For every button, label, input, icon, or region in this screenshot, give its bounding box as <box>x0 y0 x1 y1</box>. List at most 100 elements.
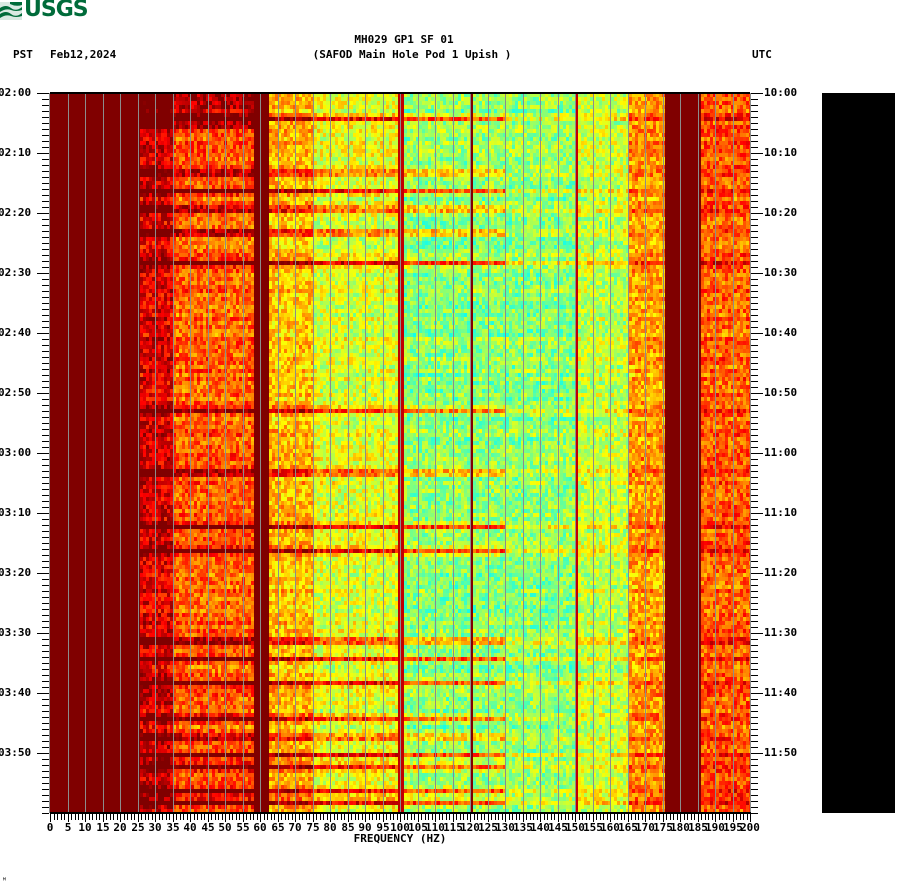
y-tick <box>751 255 758 256</box>
x-tick <box>722 814 723 820</box>
y-tick <box>751 705 758 706</box>
frequency-label: 20 <box>113 821 127 834</box>
x-tick <box>372 814 373 820</box>
y-tick <box>42 159 49 160</box>
x-tick <box>495 814 496 820</box>
x-tick <box>337 814 338 820</box>
x-tick <box>481 814 482 820</box>
y-tick <box>42 135 49 136</box>
x-tick <box>267 814 268 820</box>
x-tick <box>747 814 748 820</box>
x-tick <box>621 814 622 820</box>
time-label-utc: 11:20 <box>764 566 798 579</box>
y-tick <box>751 627 758 628</box>
y-tick <box>42 231 49 232</box>
frequency-label: 115 <box>443 821 463 834</box>
x-tick <box>733 814 734 822</box>
x-tick <box>92 814 93 820</box>
y-tick <box>751 303 758 304</box>
x-tick <box>246 814 247 820</box>
x-tick <box>64 814 65 820</box>
time-label-utc: 10:20 <box>764 206 798 219</box>
gridline <box>313 93 314 813</box>
x-tick <box>229 814 230 820</box>
x-tick <box>341 814 342 820</box>
y-tick <box>751 99 758 100</box>
y-tick <box>42 579 49 580</box>
frequency-label: 105 <box>408 821 428 834</box>
gridline <box>260 93 261 813</box>
x-tick <box>649 814 650 820</box>
y-tick <box>751 681 758 682</box>
y-tick <box>751 363 758 364</box>
y-tick <box>42 597 49 598</box>
y-tick <box>751 225 758 226</box>
y-tick <box>751 657 758 658</box>
time-label-utc: 11:00 <box>764 446 798 459</box>
y-tick <box>42 369 49 370</box>
y-tick <box>42 627 49 628</box>
x-tick <box>313 814 314 822</box>
x-tick <box>624 814 625 820</box>
y-tick <box>42 465 49 466</box>
x-tick <box>211 814 212 820</box>
x-tick <box>148 814 149 820</box>
frequency-label: 170 <box>635 821 655 834</box>
y-tick <box>42 327 49 328</box>
x-tick <box>89 814 90 820</box>
frequency-label: 125 <box>478 821 498 834</box>
y-tick <box>751 117 758 118</box>
y-tick <box>37 573 49 574</box>
x-tick <box>610 814 611 822</box>
x-tick <box>687 814 688 820</box>
y-tick <box>42 507 49 508</box>
y-tick <box>42 525 49 526</box>
y-tick <box>751 651 758 652</box>
x-tick <box>327 814 328 820</box>
y-tick <box>42 195 49 196</box>
station-subtitle: (SAFOD Main Hole Pod 1 Upish ) <box>312 48 512 61</box>
station-title: MH029 GP1 SF 01 <box>354 33 454 46</box>
time-label-utc: 11:50 <box>764 746 798 759</box>
y-tick <box>751 171 758 172</box>
x-tick <box>603 814 604 820</box>
y-tick <box>42 795 49 796</box>
y-tick <box>37 153 49 154</box>
frequency-label: 15 <box>96 821 110 834</box>
x-tick <box>712 814 713 820</box>
y-tick <box>42 663 49 664</box>
y-tick <box>751 747 758 748</box>
x-tick <box>99 814 100 820</box>
gridline <box>435 93 436 813</box>
x-tick <box>306 814 307 820</box>
left-timezone-label: PST <box>13 48 33 61</box>
time-label-pst: 02:10 <box>0 146 32 159</box>
frequency-label: 165 <box>618 821 638 834</box>
y-tick <box>751 339 758 340</box>
x-tick <box>470 814 471 822</box>
x-tick <box>124 814 125 820</box>
y-tick <box>37 513 49 514</box>
x-tick <box>519 814 520 820</box>
y-tick <box>42 261 49 262</box>
y-tick <box>42 591 49 592</box>
y-tick <box>751 213 763 214</box>
x-tick <box>467 814 468 820</box>
frequency-label: 140 <box>530 821 550 834</box>
x-tick <box>526 814 527 820</box>
x-tick <box>708 814 709 820</box>
x-tick <box>57 814 58 820</box>
y-tick <box>42 483 49 484</box>
usgs-logo-text: USGS <box>24 0 89 22</box>
y-tick <box>751 753 763 754</box>
frequency-label: 160 <box>600 821 620 834</box>
x-tick <box>397 814 398 820</box>
y-tick <box>42 387 49 388</box>
x-tick <box>75 814 76 820</box>
y-tick <box>42 375 49 376</box>
frequency-label: 150 <box>565 821 585 834</box>
time-label-pst: 03:10 <box>0 506 32 519</box>
x-tick <box>502 814 503 820</box>
y-tick <box>751 531 758 532</box>
time-label-pst: 03:30 <box>0 626 32 639</box>
